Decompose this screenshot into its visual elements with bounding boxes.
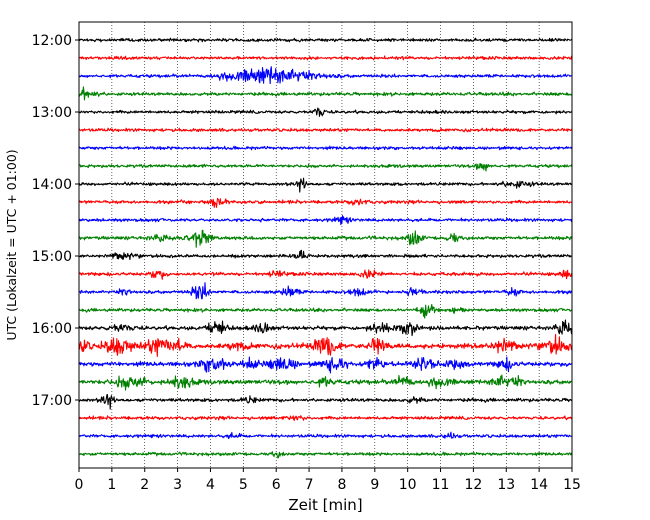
x-tick-label: 10 (399, 477, 417, 493)
x-tick-label: 0 (75, 477, 84, 493)
trace-line (78, 145, 573, 151)
x-tick-label: 14 (530, 477, 548, 493)
trace-line (78, 55, 573, 61)
x-tick-label: 8 (337, 477, 346, 493)
y-tick-label: 13:00 (32, 105, 72, 121)
plot-frame (78, 21, 573, 469)
x-tick-label: 1 (107, 477, 116, 493)
x-axis-label: Zeit [min] (288, 496, 362, 514)
trace-line (78, 163, 573, 172)
trace-line (78, 177, 573, 193)
x-tick-label: 9 (370, 477, 379, 493)
x-tick-label: 3 (173, 477, 182, 493)
trace-line (78, 319, 573, 337)
trace-line (78, 66, 573, 85)
trace-line (78, 86, 573, 101)
trace-line (78, 107, 573, 117)
trace-line (78, 229, 573, 248)
trace-line (78, 333, 573, 358)
trace-line (78, 197, 573, 208)
trace-line (78, 282, 573, 300)
trace-line (78, 127, 573, 133)
trace-line (78, 431, 573, 440)
seismic-traces (78, 37, 573, 459)
trace-line (78, 451, 573, 459)
grid-lines (111, 22, 540, 468)
x-axis-ticks: 0 1 2 3 4 5 6 7 8 9 10 11 12 13 14 15 (75, 468, 581, 493)
x-tick-label: 4 (206, 477, 215, 493)
y-tick-label: 12:00 (32, 33, 72, 49)
x-tick-label: 6 (272, 477, 281, 493)
y-tick-label: 16:00 (32, 321, 72, 337)
trace-line (78, 249, 573, 261)
trace-line (78, 303, 573, 319)
x-tick-label: 13 (497, 477, 515, 493)
x-tick-label: 15 (563, 477, 581, 493)
y-tick-label: 17:00 (32, 393, 72, 409)
x-tick-label: 5 (239, 477, 248, 493)
trace-line (78, 269, 573, 280)
trace-line (78, 415, 573, 421)
y-tick-label: 14:00 (32, 177, 72, 193)
x-tick-label: 7 (305, 477, 314, 493)
y-tick-label: 15:00 (32, 249, 72, 265)
x-tick-label: 12 (464, 477, 482, 493)
y-axis-ticks: 12:00 13:00 14:00 15:00 16:00 17:00 (32, 33, 79, 409)
x-tick-label: 11 (432, 477, 450, 493)
trace-line (78, 356, 573, 374)
trace-line (78, 215, 573, 226)
y-axis-label: UTC (Lokalzeit = UTC + 01:00) (4, 149, 19, 340)
trace-line (78, 374, 573, 391)
x-tick-label: 2 (140, 477, 149, 493)
trace-line (78, 37, 573, 43)
trace-line (78, 394, 573, 410)
